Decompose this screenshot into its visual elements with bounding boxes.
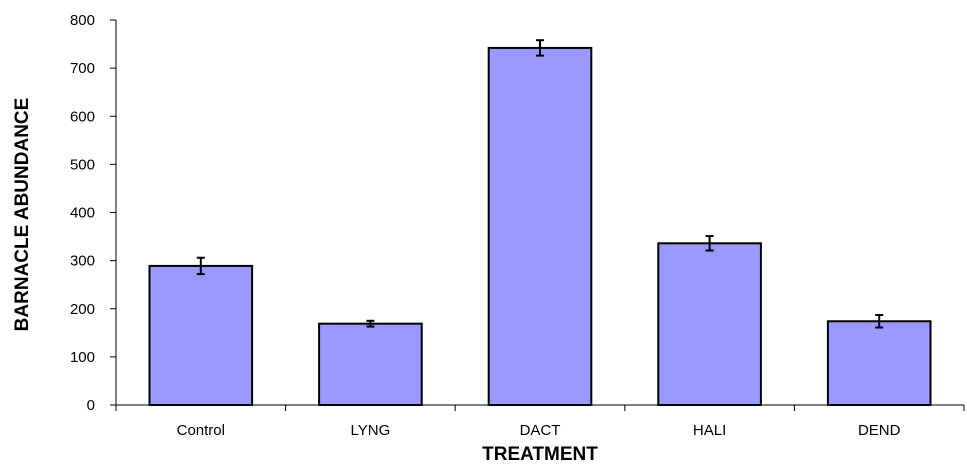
- y-tick-label: 100: [70, 349, 95, 366]
- x-axis-title: TREATMENT: [482, 444, 598, 462]
- bar-hali: [657, 242, 762, 406]
- bar-dend: [826, 320, 932, 407]
- y-tick-label: 200: [70, 301, 95, 318]
- x-tick-label: DACT: [520, 422, 561, 439]
- y-tick-label: 600: [70, 108, 95, 125]
- y-tick-label: 300: [70, 253, 95, 270]
- y-ticks-layer: 0 100 200 300 400 500 600 700 800: [70, 12, 116, 414]
- x-tick-label: Control: [177, 422, 225, 439]
- error-bars-layer: [196, 39, 884, 329]
- y-tick-label: 500: [70, 156, 95, 173]
- y-tick-label: 800: [70, 12, 95, 29]
- bar-control: [148, 264, 254, 407]
- x-tick-label: LYNG: [351, 422, 391, 439]
- y-tick-label: 700: [70, 60, 95, 77]
- x-ticks-layer: Control LYNG DACT HALI DEND: [115, 405, 965, 439]
- y-tick-label: 0: [87, 397, 95, 414]
- bars-layer: [148, 46, 932, 407]
- y-axis-title: BARNACLE ABUNDANCE: [12, 98, 33, 332]
- bar-lyng: [318, 322, 423, 407]
- y-tick-label: 400: [70, 205, 95, 222]
- x-tick-label: HALI: [693, 422, 726, 439]
- bar-dact: [487, 46, 593, 406]
- x-tick-label: DEND: [858, 422, 901, 439]
